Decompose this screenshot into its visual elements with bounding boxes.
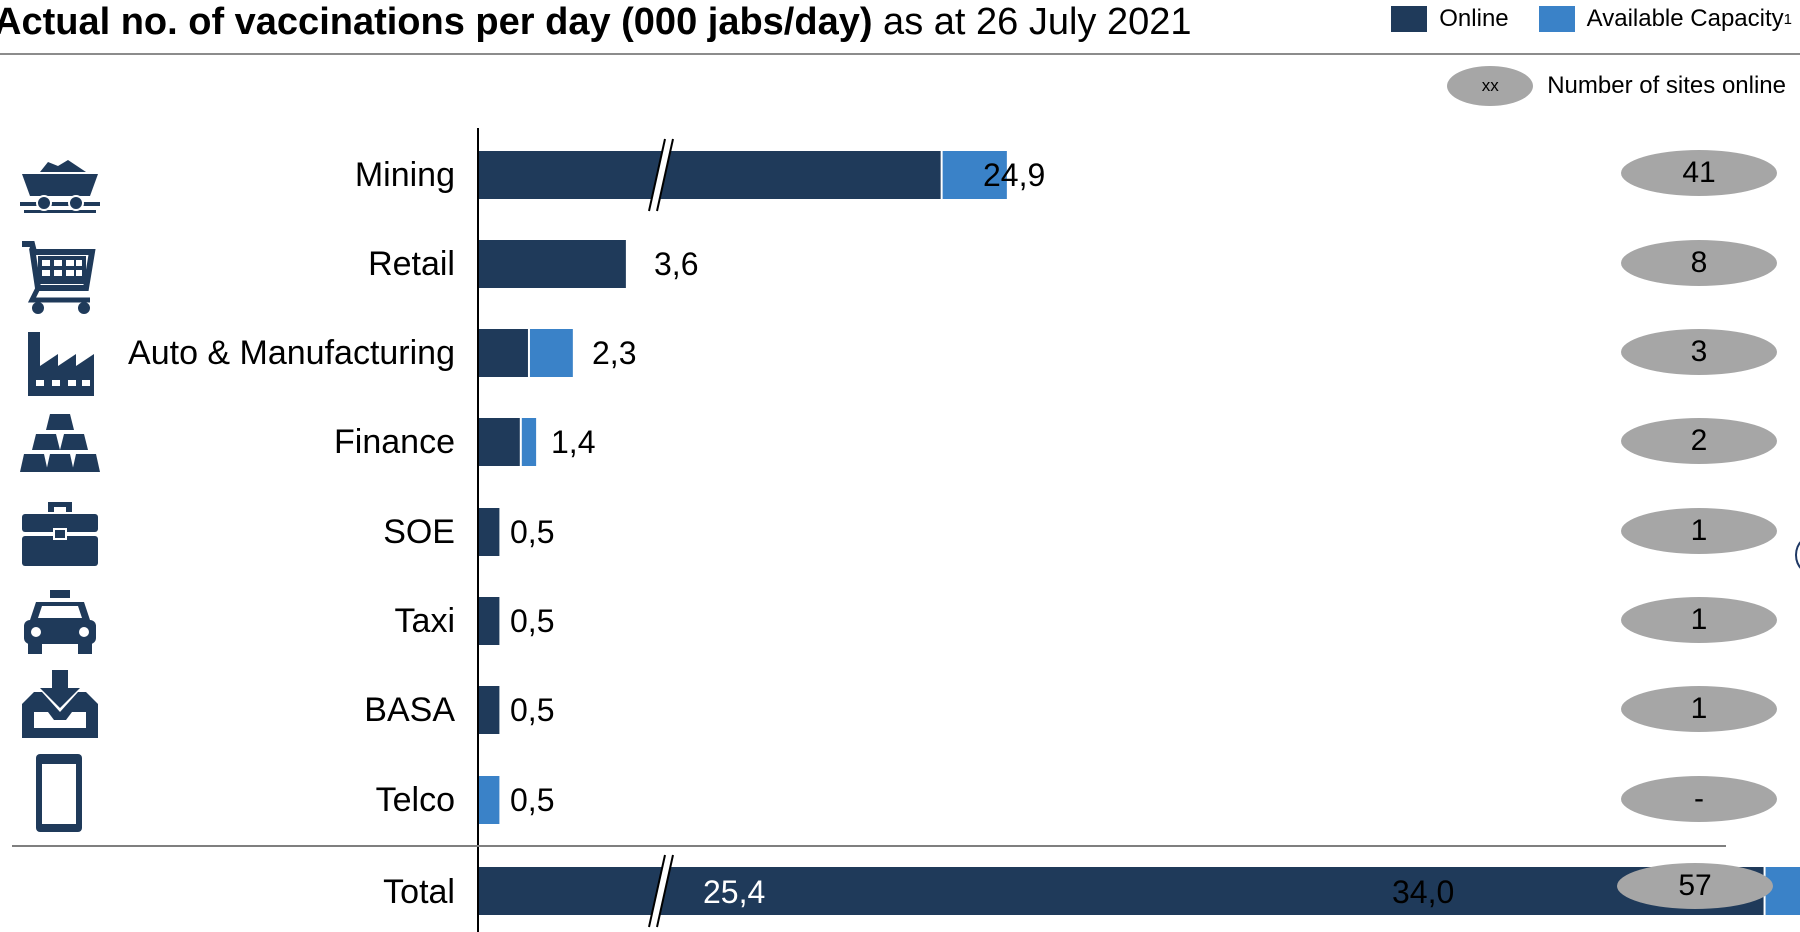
value-label-mining: 24,9 [983,157,1046,193]
category-label-taxi: Taxi [394,602,455,640]
legend-swatch-online [1391,6,1428,32]
value-label-telco: 0,5 [510,782,555,818]
bar-online-soe [479,508,500,556]
bar-online-taxi [479,597,500,645]
value-label-auto-manufacturing: 2,3 [592,335,637,371]
value-label-finance: 1,4 [551,424,596,460]
value-label-retail: 3,6 [654,246,699,282]
legend-footnote-marker: 1 [1783,10,1792,28]
chart-title-date: as at 26 July 2021 [872,1,1192,43]
category-label-retail: Retail [368,245,455,283]
bar-online-total [479,867,1764,915]
legend: Online Available Capacity 1 [1361,5,1792,33]
axis-break-total [648,854,674,928]
inbox-download-icon [22,670,98,738]
sites-key-label: Number of sites online [1547,72,1786,99]
sites-oval-soe: 1 [1621,508,1777,554]
bar-capacity-telco [479,776,500,824]
category-label-auto-manufacturing: Auto & Manufacturing [128,334,455,372]
briefcase-icon [22,502,98,566]
axis-break-mining [648,138,674,212]
taxi-icon [24,590,96,654]
bar-online-finance [479,418,520,466]
sites-oval-auto-manufacturing: 3 [1621,329,1777,375]
sites-oval-total: 57 [1617,863,1773,909]
value-label-soe: 0,5 [510,514,555,550]
bar-online-auto-manufacturing [479,329,528,377]
bar-online-retail [479,240,626,288]
factory-icon [28,332,94,396]
legend-label-capacity: Available Capacity [1586,5,1784,32]
category-label-basa: BASA [364,691,455,729]
mining-cart-icon [20,160,100,213]
sites-oval-taxi: 1 [1621,597,1777,643]
value-label-taxi: 0,5 [510,603,555,639]
sites-oval-basa: 1 [1621,686,1777,732]
sites-key-oval: xx [1447,66,1534,106]
value-label-total-online: 25,4 [703,874,766,910]
shopping-cart-icon [22,241,96,314]
chart-title: Actual no. of vaccinations per day (000 … [0,0,1192,44]
sites-oval-telco: - [1621,776,1777,822]
value-label-basa: 0,5 [510,692,555,728]
bar-capacity-auto-manufacturing [529,329,573,377]
phone-icon [36,754,82,832]
category-label-telco: Telco [375,781,455,819]
legend-label-online: Online [1439,5,1509,32]
total-divider [12,845,1726,847]
category-label-finance: Finance [334,423,455,461]
value-label-total: 34,0 [1392,874,1455,910]
gold-bars-icon [20,414,100,472]
legend-swatch-capacity [1538,6,1575,32]
bar-capacity-total [1765,867,1800,915]
category-label-total: Total [383,873,455,911]
bar-capacity-finance [521,418,537,466]
bar-capacity-mining [942,151,1007,199]
sites-key: xx Number of sites online [1447,66,1786,106]
sites-oval-finance: 2 [1621,418,1777,464]
sites-oval-retail: 8 [1621,240,1777,286]
category-label-mining: Mining [354,156,455,194]
bar-online-basa [479,686,500,734]
y-axis-line [477,128,479,932]
bar-online-mining [479,151,941,199]
chart-title-bold: Actual no. of vaccinations per day (000 … [0,1,873,43]
category-label-soe: SOE [383,513,455,551]
legend-item-capacity: Available Capacity 1 [1538,5,1792,33]
title-divider [0,53,1800,55]
legend-item-online: Online [1391,5,1509,33]
sites-oval-mining: 41 [1621,150,1777,196]
